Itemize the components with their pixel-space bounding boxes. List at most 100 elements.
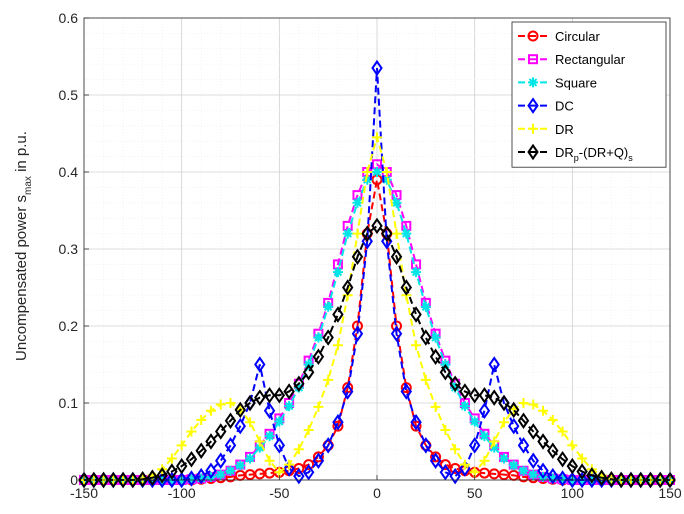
y-tick-label: 0.5 <box>59 87 79 103</box>
data-point <box>439 363 452 381</box>
legend-label: Rectangular <box>555 52 626 67</box>
data-point <box>527 452 539 470</box>
data-point <box>264 431 275 442</box>
data-point <box>372 167 382 177</box>
data-point <box>430 332 441 343</box>
legend-entry: DC <box>518 97 574 114</box>
data-point <box>440 424 451 435</box>
series-5 <box>78 217 676 489</box>
data-point <box>547 414 558 425</box>
data-point <box>341 383 354 400</box>
data-point <box>136 470 149 488</box>
data-point <box>245 453 256 464</box>
legend-entry: Square <box>518 75 597 90</box>
data-point <box>332 267 343 278</box>
legend-label: Circular <box>555 29 600 44</box>
data-point <box>450 382 461 393</box>
data-point <box>420 437 432 454</box>
y-tick-label: 0.2 <box>59 318 79 334</box>
data-point <box>479 455 490 466</box>
data-point <box>547 442 559 459</box>
data-point <box>469 416 480 427</box>
data-point <box>411 340 422 351</box>
legend: Circular Rectangular Square DC DR DRp-(DR+Q)s <box>511 21 667 168</box>
data-point <box>88 471 100 489</box>
data-point <box>146 469 159 486</box>
data-point <box>185 450 198 468</box>
data-point <box>566 457 579 475</box>
data-point <box>293 444 304 455</box>
data-point <box>254 436 265 447</box>
data-point <box>175 457 188 475</box>
data-point <box>273 437 286 454</box>
data-point <box>234 417 246 435</box>
data-point <box>528 123 538 134</box>
x-tick-label: -100 <box>168 485 196 501</box>
data-point <box>420 301 431 312</box>
data-point <box>528 77 538 88</box>
data-point <box>459 383 471 400</box>
data-point <box>351 325 364 342</box>
y-tick-label: 0.1 <box>59 395 79 411</box>
x-tick-label: -50 <box>269 485 289 501</box>
data-point <box>342 228 353 239</box>
y-axis-label-sub: max <box>23 176 34 195</box>
data-point <box>391 228 402 239</box>
data-point <box>215 399 226 410</box>
data-point <box>508 417 520 435</box>
data-point <box>186 474 197 485</box>
data-point <box>489 442 500 453</box>
data-point <box>274 416 285 427</box>
data-point <box>449 375 461 393</box>
legend-entry: DRp-(DR+Q)s <box>518 143 633 163</box>
data-point <box>166 463 178 480</box>
data-point <box>450 444 461 455</box>
legend-label: DRp-(DR+Q)s <box>555 145 633 163</box>
data-point <box>264 455 275 466</box>
data-point <box>293 382 304 393</box>
data-point <box>322 437 334 454</box>
data-point <box>566 471 579 489</box>
data-point <box>664 471 676 489</box>
data-point <box>97 471 110 489</box>
data-point <box>390 248 403 265</box>
x-tick-label: 100 <box>561 485 585 501</box>
data-point <box>372 132 382 143</box>
data-point <box>263 387 276 404</box>
data-point <box>107 471 120 489</box>
data-point <box>498 394 510 412</box>
data-point <box>322 329 334 346</box>
y-axis-label-prefix: Uncompensated power s <box>13 195 30 361</box>
data-point <box>508 401 520 419</box>
y-tick-label: 0 <box>70 472 78 488</box>
data-point <box>381 225 393 242</box>
data-point <box>225 398 236 408</box>
data-point <box>528 469 539 480</box>
data-point <box>302 363 315 381</box>
data-point <box>517 412 530 429</box>
data-point <box>625 471 637 489</box>
data-point <box>293 375 305 393</box>
data-point <box>332 413 344 431</box>
data-point <box>400 279 413 296</box>
series-line <box>84 224 670 481</box>
data-point <box>489 436 500 447</box>
data-point <box>430 451 442 463</box>
x-tick-label: -150 <box>70 485 98 501</box>
data-point <box>576 471 588 489</box>
data-point <box>254 389 266 406</box>
x-tick-label: 0 <box>373 485 381 501</box>
data-point <box>478 402 491 419</box>
data-point <box>361 225 373 242</box>
data-point <box>352 228 363 239</box>
data-point <box>634 471 647 489</box>
data-point <box>224 437 237 454</box>
y-tick-label: 0.3 <box>59 241 79 257</box>
data-point <box>323 374 334 385</box>
data-point <box>391 197 402 208</box>
data-point <box>528 399 539 410</box>
data-point <box>595 469 608 486</box>
data-point <box>215 423 227 440</box>
data-point <box>439 464 452 481</box>
y-axis-label: Uncompensated power smax in p.u. <box>13 131 34 361</box>
